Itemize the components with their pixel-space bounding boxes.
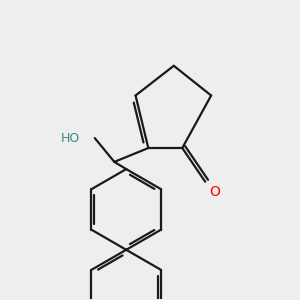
Text: O: O: [209, 185, 220, 199]
Text: HO: HO: [61, 132, 80, 145]
